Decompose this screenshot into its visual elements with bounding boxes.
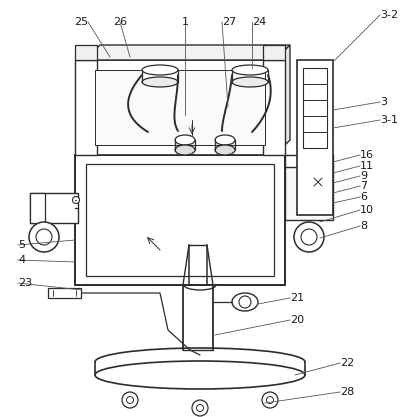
- Circle shape: [196, 404, 203, 412]
- Text: 3-1: 3-1: [380, 115, 398, 125]
- Bar: [30, 193, 78, 223]
- Ellipse shape: [175, 135, 195, 145]
- Circle shape: [301, 229, 317, 245]
- Bar: [95, 70, 265, 145]
- Text: 6: 6: [360, 192, 367, 202]
- Circle shape: [72, 196, 79, 203]
- Text: 7: 7: [360, 181, 367, 191]
- Polygon shape: [75, 45, 97, 60]
- Bar: [285, 165, 333, 220]
- Ellipse shape: [142, 65, 178, 75]
- Polygon shape: [85, 45, 290, 60]
- Ellipse shape: [142, 77, 178, 87]
- Bar: [85, 60, 275, 155]
- Ellipse shape: [232, 65, 268, 75]
- Ellipse shape: [215, 135, 235, 145]
- Bar: [75, 60, 97, 155]
- Ellipse shape: [215, 145, 235, 155]
- Text: 21: 21: [290, 293, 304, 303]
- Text: 20: 20: [290, 315, 304, 325]
- Circle shape: [294, 222, 324, 252]
- Text: 28: 28: [340, 387, 354, 397]
- Polygon shape: [275, 45, 290, 155]
- Text: 11: 11: [360, 161, 374, 171]
- Polygon shape: [263, 45, 285, 60]
- Bar: [263, 60, 285, 155]
- Bar: [48, 288, 81, 298]
- Text: 3-2: 3-2: [380, 10, 398, 20]
- Bar: [297, 60, 333, 215]
- Text: 10: 10: [360, 205, 374, 215]
- Ellipse shape: [232, 77, 268, 87]
- Text: 3: 3: [380, 97, 387, 107]
- Bar: [303, 68, 327, 148]
- Text: 8: 8: [360, 221, 367, 231]
- Circle shape: [262, 392, 278, 408]
- Circle shape: [126, 397, 134, 404]
- Bar: [75, 155, 285, 285]
- Text: 26: 26: [113, 17, 127, 27]
- Text: 24: 24: [252, 17, 266, 27]
- Text: 27: 27: [222, 17, 236, 27]
- Text: 5: 5: [18, 240, 25, 250]
- Ellipse shape: [175, 145, 195, 155]
- Text: 25: 25: [74, 17, 88, 27]
- Circle shape: [239, 296, 251, 308]
- Circle shape: [36, 229, 52, 245]
- Text: 16: 16: [360, 150, 374, 160]
- Circle shape: [122, 392, 138, 408]
- Circle shape: [29, 222, 59, 252]
- Bar: [285, 155, 333, 167]
- Text: 1: 1: [181, 17, 188, 27]
- Text: 22: 22: [340, 358, 354, 368]
- Circle shape: [192, 400, 208, 416]
- Text: 4: 4: [18, 255, 25, 265]
- Ellipse shape: [232, 293, 258, 311]
- Bar: [86, 164, 274, 276]
- Ellipse shape: [95, 361, 305, 389]
- Text: 9: 9: [360, 171, 367, 181]
- Circle shape: [266, 397, 273, 404]
- Bar: [30, 193, 45, 223]
- Circle shape: [314, 178, 322, 186]
- Ellipse shape: [184, 280, 216, 290]
- Text: 23: 23: [18, 278, 32, 288]
